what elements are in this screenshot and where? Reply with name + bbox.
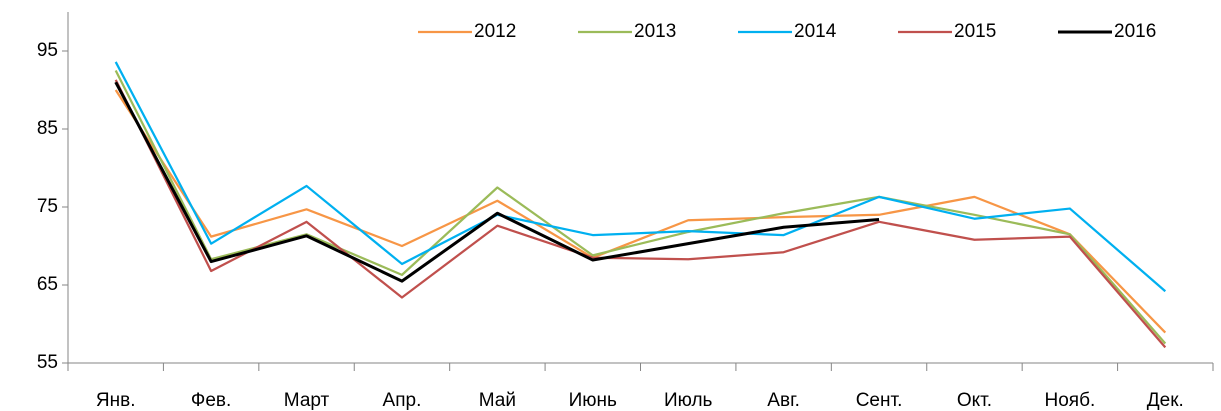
- y-tick-label: 65: [37, 274, 58, 295]
- y-tick-label: 85: [37, 118, 58, 139]
- series-line: [114, 79, 1167, 349]
- x-tick-label: Апр.: [383, 390, 422, 411]
- legend-label: 2015: [954, 21, 996, 42]
- x-tick-label: Дек.: [1147, 390, 1184, 411]
- x-tick-label: Март: [284, 390, 330, 411]
- series-line: [114, 61, 1167, 293]
- x-tick-label: Июль: [664, 390, 713, 411]
- x-tick-label: Июнь: [569, 390, 617, 411]
- x-tick-label: Авг.: [767, 390, 800, 411]
- legend-label: 2013: [634, 21, 676, 42]
- y-tick-label: 55: [37, 352, 58, 373]
- x-tick-label: Май: [479, 390, 516, 411]
- x-tick-label: Нояб.: [1045, 390, 1096, 411]
- y-tick-label: 95: [37, 40, 58, 61]
- legend-label: 2014: [794, 21, 837, 42]
- y-tick-label: 75: [37, 196, 58, 217]
- x-tick-label: Сент.: [856, 390, 903, 411]
- legend-label: 2016: [1114, 21, 1156, 42]
- x-tick-label: Окт.: [957, 390, 992, 411]
- x-tick-label: Янв.: [96, 390, 136, 411]
- x-tick-label: Фев.: [191, 390, 231, 411]
- series-line: [114, 89, 1167, 334]
- legend-label: 2012: [474, 21, 516, 42]
- series-line: [114, 81, 880, 283]
